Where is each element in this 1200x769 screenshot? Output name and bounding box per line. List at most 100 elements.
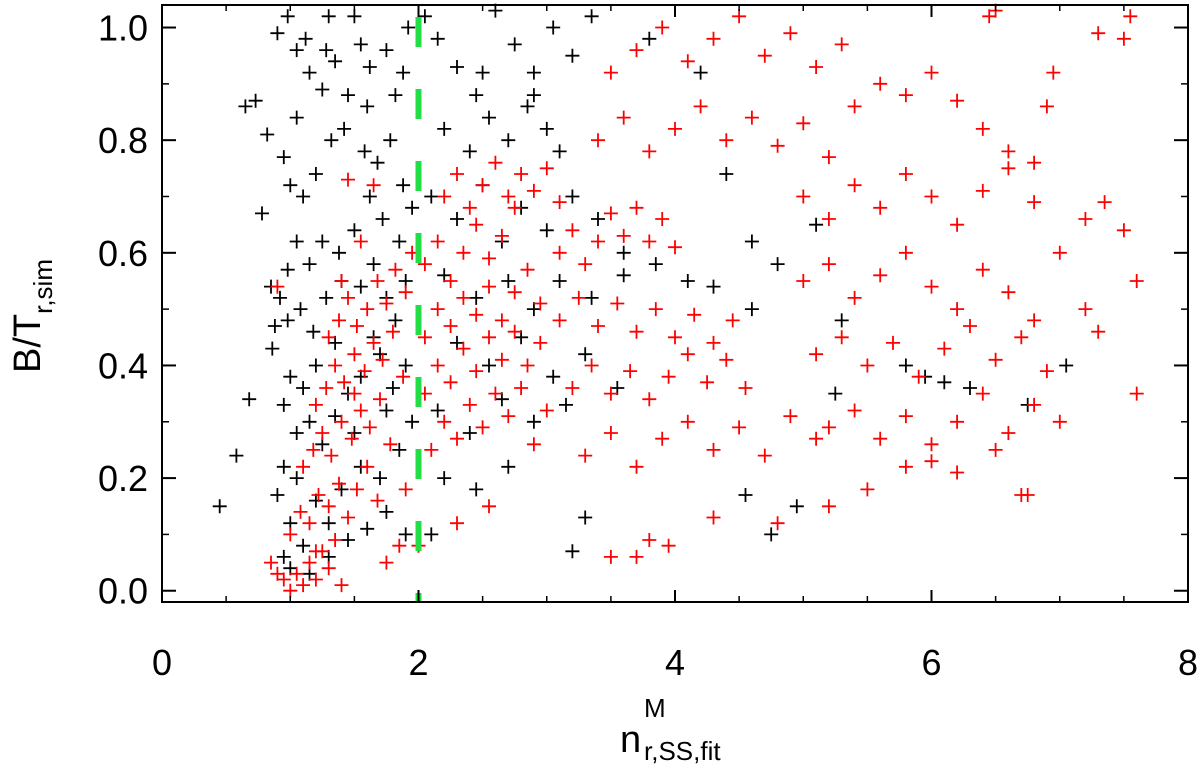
scatter-point bbox=[821, 499, 836, 514]
scatter-point bbox=[975, 121, 990, 136]
scatter-point bbox=[886, 335, 900, 350]
scatter-point bbox=[642, 234, 657, 249]
scatter-point bbox=[591, 319, 605, 333]
scatter-point bbox=[546, 20, 561, 35]
scatter-point bbox=[732, 420, 747, 435]
scatter-point bbox=[655, 20, 670, 35]
scatter-point bbox=[796, 189, 811, 204]
scatter-point bbox=[347, 426, 362, 440]
scatter-point bbox=[539, 121, 554, 136]
scatter-point bbox=[321, 499, 336, 514]
y-axis-label: B/Tr,sim bbox=[7, 259, 58, 373]
scatter-point bbox=[296, 538, 311, 553]
scatter-point bbox=[693, 65, 708, 80]
scatter-point bbox=[475, 65, 490, 80]
scatter-point bbox=[847, 403, 862, 418]
scatter-point bbox=[809, 431, 824, 446]
scatter-point bbox=[255, 206, 269, 221]
scatter-point bbox=[308, 358, 323, 373]
scatter-point bbox=[306, 324, 321, 339]
scatter-point bbox=[450, 431, 464, 446]
scatter-point bbox=[1129, 386, 1144, 401]
scatter-point bbox=[693, 99, 708, 114]
scatter-point bbox=[311, 488, 326, 502]
scatter-point bbox=[417, 330, 432, 345]
scatter-point bbox=[1001, 161, 1016, 176]
scatter-point bbox=[1116, 31, 1131, 46]
scatter-point bbox=[571, 290, 586, 305]
scatter-point bbox=[603, 65, 618, 80]
scatter-point bbox=[706, 31, 721, 46]
scatter-point bbox=[328, 409, 343, 424]
scatter-point bbox=[398, 482, 413, 497]
scatter-point bbox=[315, 234, 330, 249]
scatter-point bbox=[501, 189, 516, 204]
scatter-point bbox=[373, 392, 387, 407]
scatter-point bbox=[898, 459, 913, 474]
plot-marks bbox=[212, 3, 1144, 598]
scatter-point bbox=[360, 99, 375, 114]
scatter-point bbox=[270, 566, 285, 581]
scatter-point bbox=[417, 9, 432, 24]
scatter-point bbox=[324, 133, 339, 148]
scatter-point bbox=[366, 335, 381, 350]
scatter-point bbox=[302, 516, 317, 531]
scatter-point bbox=[828, 386, 843, 401]
scatter-point bbox=[706, 442, 721, 457]
scatter-point bbox=[975, 386, 990, 401]
scatter-point bbox=[353, 234, 368, 249]
scatter-point bbox=[584, 9, 599, 24]
scatter-point bbox=[950, 465, 965, 480]
scatter-point bbox=[417, 257, 432, 272]
scatter-point bbox=[873, 431, 888, 446]
scatter-point bbox=[362, 189, 377, 204]
scatter-point bbox=[398, 285, 413, 300]
scatter-point bbox=[430, 31, 445, 46]
scatter-point bbox=[360, 302, 375, 317]
scatter-point bbox=[1027, 313, 1042, 328]
x-axis-label: n bbox=[620, 719, 641, 761]
scatter-point bbox=[757, 448, 772, 463]
scatter-point bbox=[565, 223, 580, 238]
scatter-point bbox=[334, 414, 349, 429]
scatter-point bbox=[821, 150, 836, 165]
scatter-point bbox=[648, 302, 663, 317]
scatter-point bbox=[293, 302, 308, 317]
scatter-point bbox=[437, 268, 452, 283]
scatter-point bbox=[661, 369, 676, 384]
scatter-point bbox=[565, 544, 580, 559]
scatter-point bbox=[308, 397, 323, 412]
scatter-point bbox=[847, 290, 862, 305]
scatter-point bbox=[911, 369, 926, 384]
scatter-point bbox=[668, 330, 682, 345]
scatter-point bbox=[273, 290, 287, 305]
scatter-point bbox=[341, 88, 355, 103]
x-tick-label: 2 bbox=[408, 642, 428, 683]
scatter-point bbox=[405, 414, 420, 429]
scatter-point bbox=[796, 116, 811, 131]
scatter-point bbox=[469, 307, 484, 322]
scatter-point bbox=[283, 369, 298, 384]
scatter-point bbox=[514, 167, 529, 181]
scatter-point bbox=[488, 155, 503, 170]
scatter-point bbox=[565, 381, 580, 395]
scatter-point bbox=[341, 290, 355, 305]
scatter-point bbox=[924, 454, 939, 469]
scatter-point bbox=[430, 403, 445, 418]
scatter-point bbox=[302, 414, 317, 429]
scatter-point bbox=[603, 386, 618, 401]
scatter-point bbox=[610, 381, 625, 395]
scatter-point bbox=[873, 200, 888, 215]
y-tick-label: 0.0 bbox=[98, 571, 148, 612]
scatter-point bbox=[616, 110, 631, 125]
scatter-point bbox=[719, 167, 734, 181]
scatter-point bbox=[328, 54, 343, 69]
scatter-point bbox=[437, 471, 452, 486]
scatter-point bbox=[475, 178, 490, 193]
scatter-point bbox=[347, 386, 362, 401]
scatter-point bbox=[603, 206, 618, 221]
scatter-point bbox=[565, 48, 580, 63]
scatter-point bbox=[344, 431, 359, 446]
scatter-point bbox=[296, 578, 311, 593]
